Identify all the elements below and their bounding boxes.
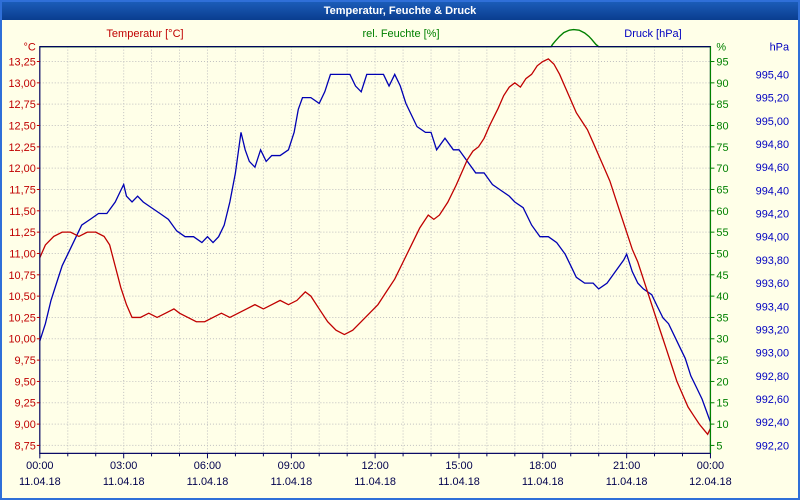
svg-text:993,80: 993,80 (756, 255, 789, 267)
svg-text:12,50: 12,50 (8, 120, 35, 132)
humidity-axis-unit: % (716, 42, 726, 54)
svg-text:11,25: 11,25 (9, 227, 36, 239)
svg-text:992,20: 992,20 (756, 440, 789, 452)
x-time-label: 18:00 (529, 460, 556, 472)
svg-text:10,75: 10,75 (8, 270, 35, 282)
svg-text:85: 85 (716, 99, 728, 111)
x-time-label: 03:00 (110, 460, 137, 472)
x-time-label: 00:00 (26, 460, 53, 472)
svg-text:995,40: 995,40 (756, 69, 789, 81)
svg-text:993,40: 993,40 (756, 301, 789, 313)
legend-temperature: Temperatur [°C] (106, 28, 184, 40)
svg-text:11,00: 11,00 (9, 248, 36, 260)
svg-text:9,75: 9,75 (15, 355, 36, 367)
svg-text:15: 15 (716, 398, 728, 410)
svg-text:25: 25 (716, 355, 728, 367)
pressure-axis-unit: hPa (770, 42, 790, 54)
svg-text:993,60: 993,60 (756, 278, 789, 290)
humidity-series (39, 28, 711, 48)
svg-text:60: 60 (716, 206, 728, 218)
x-date-label: 11.04.18 (522, 476, 564, 488)
svg-text:8,75: 8,75 (15, 440, 36, 452)
svg-text:13,25: 13,25 (8, 57, 35, 69)
svg-text:55: 55 (716, 227, 728, 239)
svg-text:11,75: 11,75 (9, 184, 36, 196)
svg-text:95: 95 (716, 57, 728, 69)
svg-text:75: 75 (716, 142, 728, 154)
x-date-label: 11.04.18 (187, 476, 229, 488)
svg-text:993,00: 993,00 (756, 348, 789, 360)
svg-text:5: 5 (716, 440, 722, 452)
legend-humidity: rel. Feuchte [%] (362, 28, 440, 40)
svg-text:994,20: 994,20 (756, 209, 789, 221)
svg-text:11,50: 11,50 (9, 206, 36, 218)
svg-text:12,75: 12,75 (8, 99, 35, 111)
svg-text:70: 70 (716, 163, 728, 175)
x-date-label: 12.04.18 (689, 476, 732, 488)
x-time-label: 15:00 (445, 460, 472, 472)
gridlines (39, 46, 711, 454)
humidity-axis-labels: % 95 90 85 80 75 70 65 60 55 50 45 40 35 30 25 20 15 10 5 (710, 42, 729, 452)
svg-text:992,60: 992,60 (756, 394, 789, 406)
x-date-label: 11.04.18 (354, 476, 396, 488)
svg-text:20: 20 (716, 376, 728, 388)
svg-text:995,00: 995,00 (756, 116, 789, 128)
svg-text:40: 40 (716, 291, 728, 303)
svg-text:35: 35 (716, 312, 728, 324)
svg-text:10,00: 10,00 (8, 334, 35, 346)
x-axis: 00:00 11.04.18 03:00 11.04.18 06:00 11.04.18 0… (19, 453, 732, 488)
x-time-label: 12:00 (361, 460, 388, 472)
x-time-label: 06:00 (194, 460, 221, 472)
svg-text:992,40: 992,40 (756, 417, 789, 429)
svg-text:994,60: 994,60 (756, 162, 789, 174)
window-title: Temperatur, Feuchte & Druck (323, 5, 477, 17)
pressure-axis-labels: hPa 995,40 995,20 995,00 994,80 994,60 994,40 9… (756, 42, 790, 453)
svg-text:10: 10 (716, 419, 728, 431)
x-date-label: 11.04.18 (438, 476, 480, 488)
svg-text:994,40: 994,40 (756, 185, 789, 197)
x-date-label: 11.04.18 (103, 476, 145, 488)
svg-text:50: 50 (716, 248, 728, 260)
svg-text:30: 30 (716, 334, 728, 346)
svg-text:994,80: 994,80 (756, 139, 789, 151)
svg-text:65: 65 (716, 184, 728, 196)
svg-text:9,50: 9,50 (15, 376, 36, 388)
temperature-axis-labels: °C 13,25 13,00 12,75 12,50 12,25 12,00 11,75 11,… (8, 42, 40, 452)
svg-text:995,20: 995,20 (756, 93, 789, 105)
x-date-label: 11.04.18 (606, 476, 648, 488)
x-time-label: 21:00 (613, 460, 640, 472)
window-titlebar: Temperatur, Feuchte & Druck (2, 2, 798, 20)
svg-text:993,20: 993,20 (756, 324, 789, 336)
svg-text:994,00: 994,00 (756, 232, 789, 244)
svg-text:992,80: 992,80 (756, 371, 789, 383)
temperature-axis-unit: °C (24, 42, 36, 54)
x-date-label: 11.04.18 (270, 476, 312, 488)
x-date-label: 11.04.18 (19, 476, 61, 488)
svg-text:10,25: 10,25 (8, 312, 35, 324)
svg-text:80: 80 (716, 120, 728, 132)
temperature-series (39, 58, 712, 436)
svg-text:90: 90 (716, 78, 728, 90)
pressure-series (39, 72, 712, 423)
svg-text:12,25: 12,25 (8, 142, 35, 154)
svg-text:13,00: 13,00 (8, 78, 35, 90)
legend-pressure: Druck [hPa] (624, 28, 682, 40)
svg-text:9,00: 9,00 (15, 419, 36, 431)
svg-text:9,25: 9,25 (15, 398, 36, 410)
svg-text:12,00: 12,00 (8, 163, 35, 175)
x-time-label: 00:00 (697, 460, 724, 472)
x-time-label: 09:00 (278, 460, 305, 472)
svg-text:10,50: 10,50 (8, 291, 35, 303)
svg-text:45: 45 (716, 270, 728, 282)
